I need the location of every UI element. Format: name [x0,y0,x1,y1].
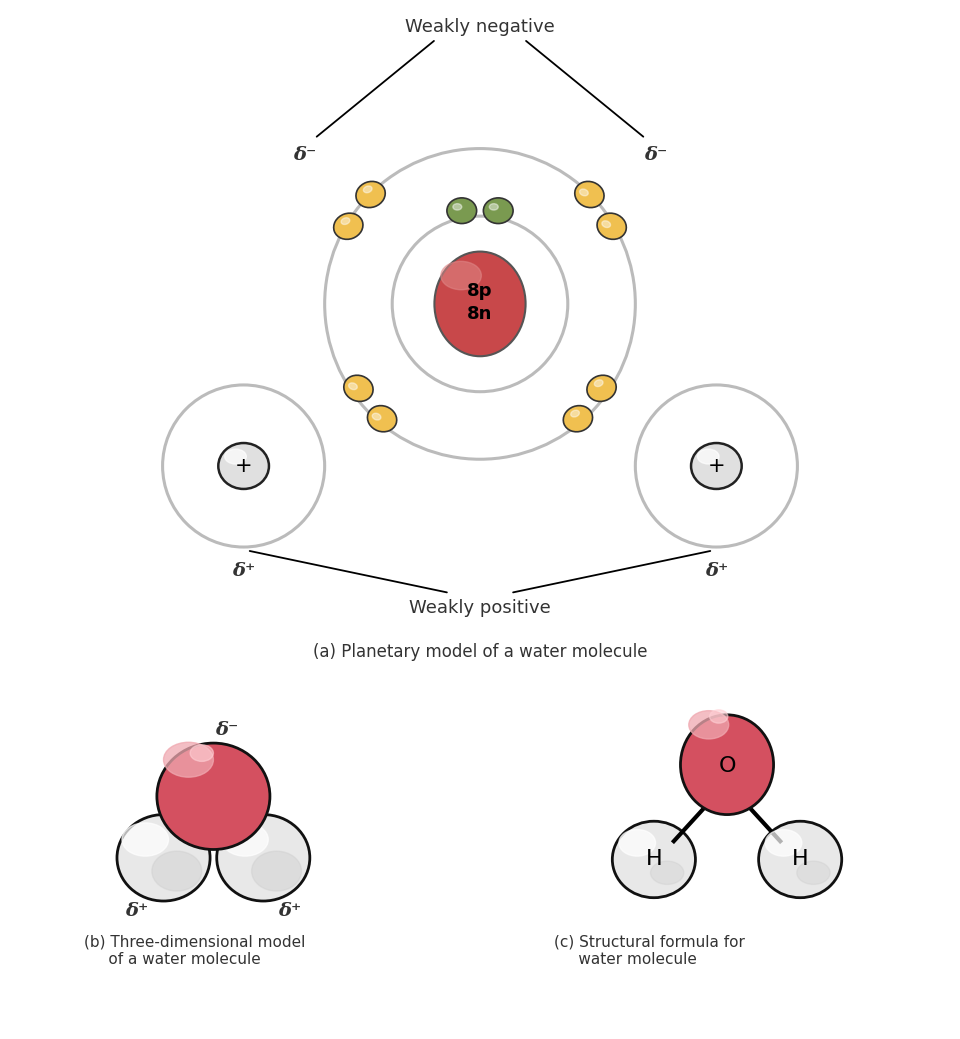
Ellipse shape [441,262,481,290]
Ellipse shape [225,449,247,464]
Ellipse shape [348,382,357,390]
Text: (b) Three-dimensional model
     of a water molecule: (b) Three-dimensional model of a water m… [84,935,305,967]
Text: δ⁻: δ⁻ [215,721,238,739]
Ellipse shape [758,821,842,898]
Text: δ⁺: δ⁺ [278,902,301,920]
Ellipse shape [368,405,396,432]
Ellipse shape [698,449,719,464]
Text: Weakly positive: Weakly positive [409,598,551,617]
Ellipse shape [190,745,213,762]
Ellipse shape [453,204,462,210]
Ellipse shape [156,743,270,850]
Text: Weakly negative: Weakly negative [405,18,555,36]
Ellipse shape [217,815,310,901]
Ellipse shape [341,218,349,224]
Text: δ⁻: δ⁻ [293,146,316,164]
Ellipse shape [564,405,592,432]
Ellipse shape [681,715,774,815]
Ellipse shape [797,861,830,884]
Ellipse shape [356,182,385,208]
Ellipse shape [222,823,268,856]
Text: (a) Planetary model of a water molecule: (a) Planetary model of a water molecule [313,643,647,661]
Text: O: O [718,756,735,776]
Text: 8p
8n: 8p 8n [468,283,492,323]
Ellipse shape [651,861,684,884]
Ellipse shape [571,410,580,417]
Text: H: H [645,850,662,870]
Ellipse shape [344,375,373,401]
Ellipse shape [587,375,616,401]
Text: δ⁺: δ⁺ [126,902,149,920]
Ellipse shape [484,197,513,223]
Ellipse shape [580,189,588,195]
Text: +: + [708,456,725,476]
Text: H: H [792,850,808,870]
Ellipse shape [252,851,301,891]
Ellipse shape [602,220,611,228]
Text: (c) Structural formula for
     water molecule: (c) Structural formula for water molecul… [554,935,745,967]
Ellipse shape [709,710,728,723]
Ellipse shape [447,197,476,223]
Text: +: + [235,456,252,476]
Text: δ⁺: δ⁺ [232,562,255,580]
Ellipse shape [575,182,604,208]
Ellipse shape [372,414,381,420]
Ellipse shape [364,186,372,193]
Ellipse shape [152,851,202,891]
Ellipse shape [163,742,213,777]
Ellipse shape [122,823,169,856]
Ellipse shape [691,443,742,489]
Ellipse shape [597,213,626,239]
Ellipse shape [688,711,729,739]
Ellipse shape [218,443,269,489]
Text: δ⁺: δ⁺ [705,562,728,580]
Ellipse shape [612,821,695,898]
Text: δ⁻: δ⁻ [644,146,667,164]
Ellipse shape [765,829,802,856]
Ellipse shape [334,213,363,239]
Ellipse shape [619,829,656,856]
Ellipse shape [435,251,525,356]
Ellipse shape [490,204,498,210]
Ellipse shape [117,815,210,901]
Ellipse shape [594,380,603,387]
